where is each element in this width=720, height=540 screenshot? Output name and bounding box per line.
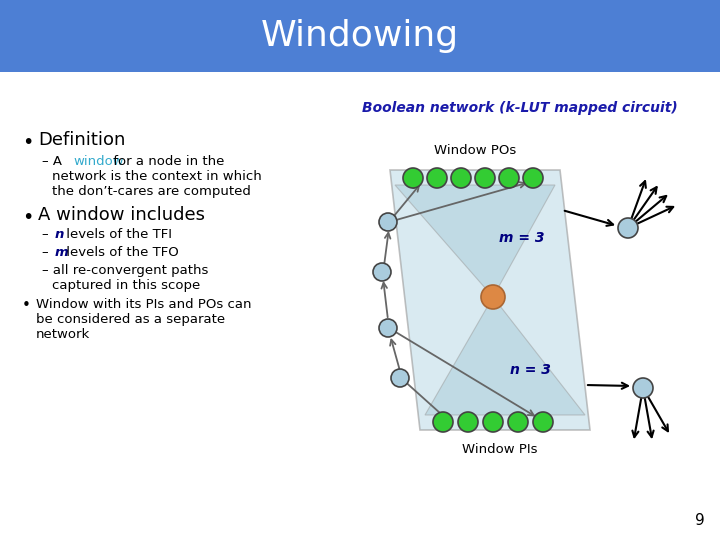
Circle shape <box>533 412 553 432</box>
Circle shape <box>458 412 478 432</box>
Text: A window includes: A window includes <box>38 206 205 224</box>
Circle shape <box>379 319 397 337</box>
Text: •: • <box>22 298 31 313</box>
Text: network: network <box>36 328 90 341</box>
Circle shape <box>451 168 471 188</box>
Text: n: n <box>55 228 64 241</box>
Text: •: • <box>22 208 33 227</box>
Text: window: window <box>73 155 124 168</box>
Text: m: m <box>55 246 68 259</box>
FancyBboxPatch shape <box>0 0 720 72</box>
Polygon shape <box>395 185 555 297</box>
Text: be considered as a separate: be considered as a separate <box>36 313 225 326</box>
Text: Window with its PIs and POs can: Window with its PIs and POs can <box>36 298 251 311</box>
Polygon shape <box>390 170 590 430</box>
Circle shape <box>508 412 528 432</box>
Text: •: • <box>22 133 33 152</box>
Text: the don’t-cares are computed: the don’t-cares are computed <box>52 185 251 198</box>
Text: m = 3: m = 3 <box>499 231 545 245</box>
Circle shape <box>379 213 397 231</box>
Circle shape <box>427 168 447 188</box>
Text: Boolean network (k-LUT mapped circuit): Boolean network (k-LUT mapped circuit) <box>362 101 678 115</box>
Text: network is the context in which: network is the context in which <box>52 170 262 183</box>
Text: for a node in the: for a node in the <box>109 155 225 168</box>
Circle shape <box>483 412 503 432</box>
Text: captured in this scope: captured in this scope <box>52 279 200 292</box>
Text: –: – <box>42 246 53 259</box>
Circle shape <box>499 168 519 188</box>
Circle shape <box>373 263 391 281</box>
Circle shape <box>403 168 423 188</box>
Text: 9: 9 <box>696 513 705 528</box>
Text: n = 3: n = 3 <box>510 363 550 377</box>
Text: Windowing: Windowing <box>261 19 459 53</box>
Circle shape <box>433 412 453 432</box>
Text: Window POs: Window POs <box>434 144 516 157</box>
Circle shape <box>481 285 505 309</box>
Polygon shape <box>425 297 585 415</box>
Text: – A: – A <box>42 155 66 168</box>
Circle shape <box>523 168 543 188</box>
Text: levels of the TFI: levels of the TFI <box>62 228 172 241</box>
Text: – all re-convergent paths: – all re-convergent paths <box>42 264 208 277</box>
Circle shape <box>391 369 409 387</box>
Text: –: – <box>42 228 53 241</box>
Text: Window PIs: Window PIs <box>462 443 538 456</box>
Text: levels of the TFO: levels of the TFO <box>62 246 179 259</box>
Text: Definition: Definition <box>38 131 125 149</box>
Circle shape <box>475 168 495 188</box>
Circle shape <box>618 218 638 238</box>
Circle shape <box>633 378 653 398</box>
